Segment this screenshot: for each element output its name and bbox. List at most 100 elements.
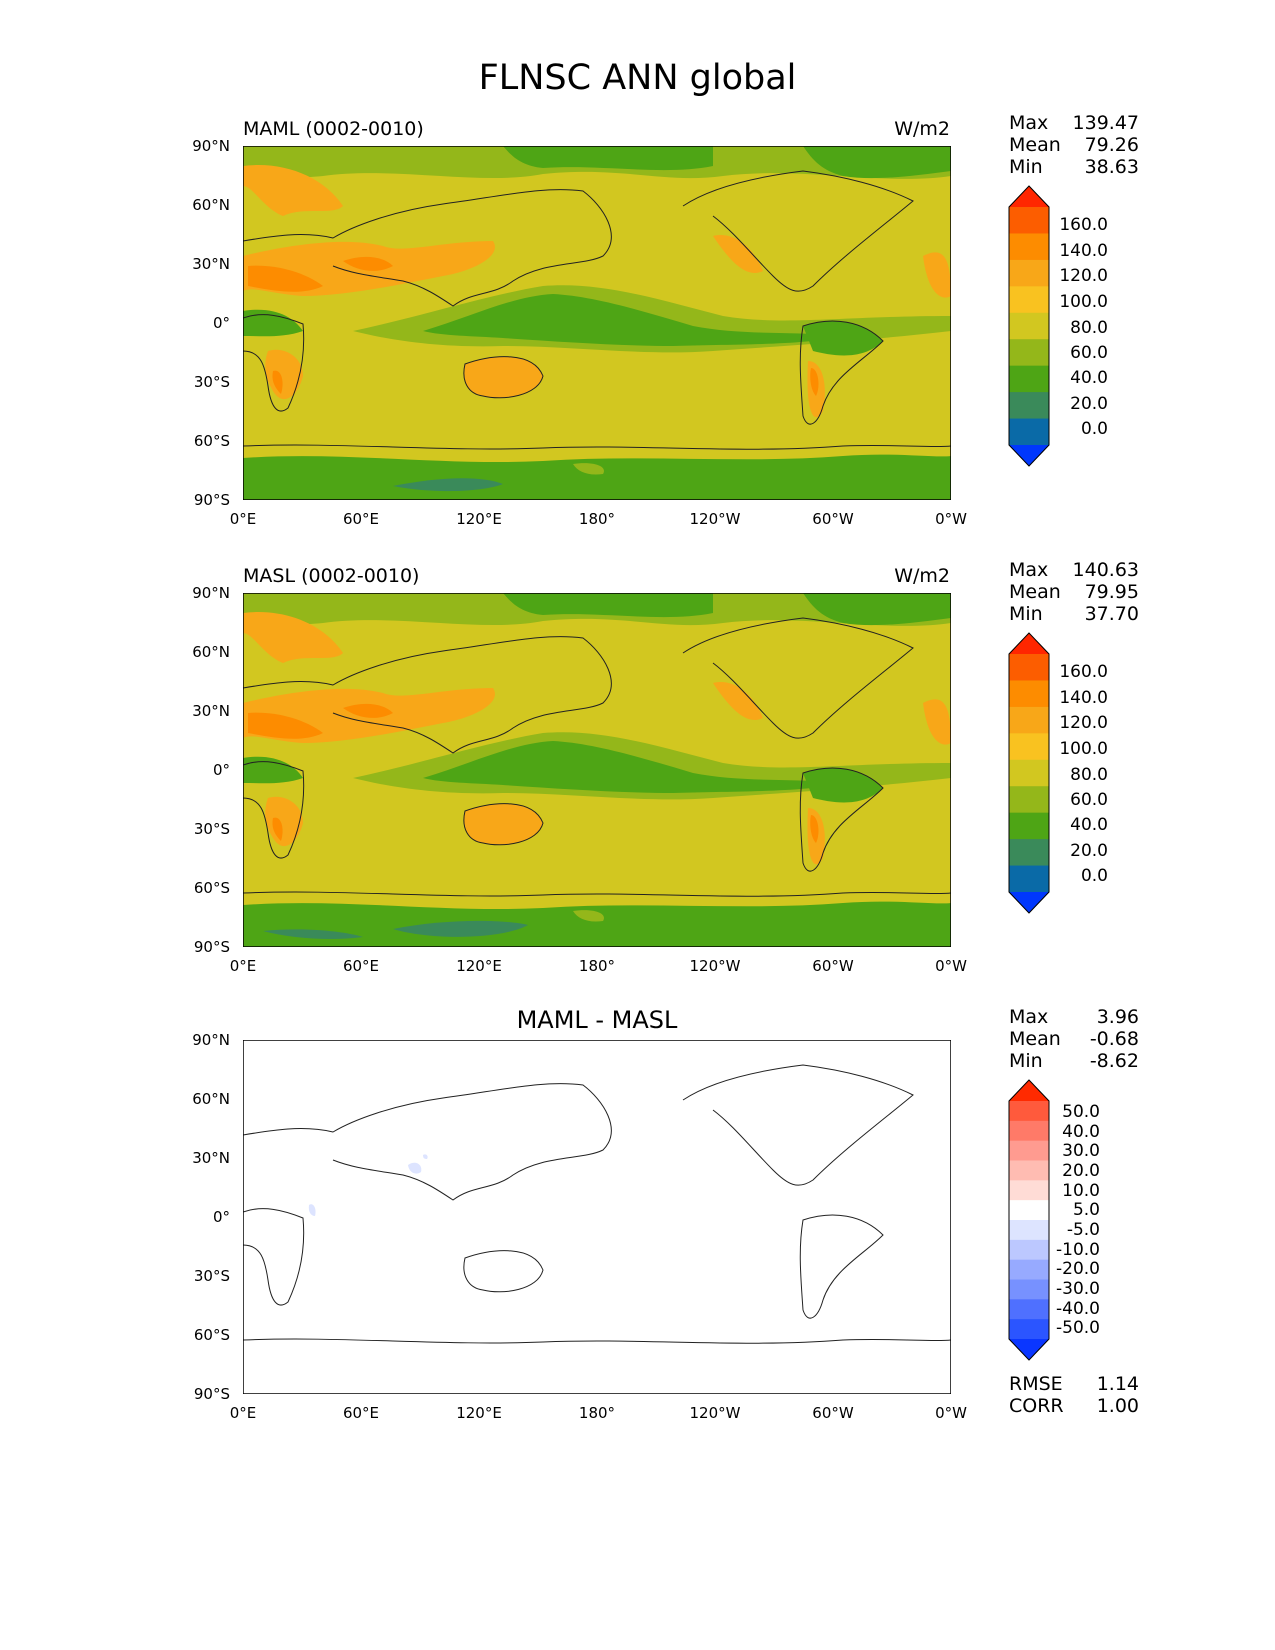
panel-3-lat-tick: 0° (212, 1208, 230, 1226)
colorbar-label: 20.0 (1062, 1161, 1100, 1181)
panel-2-lon-tick: 180° (578, 957, 616, 975)
colorbar-outline (1008, 1079, 1050, 1361)
panel-1-field (243, 146, 951, 500)
stat-mean-value: -0.68 (1089, 1028, 1139, 1050)
colorbar-segment (1009, 654, 1049, 681)
panel-1-lat-tick: 0° (212, 314, 230, 332)
colorbar-label: 100.0 (1059, 292, 1108, 312)
stat-min-value: 38.63 (1084, 156, 1139, 178)
stat-min-label: Min (1009, 1050, 1043, 1072)
colorbar-segment (1009, 812, 1049, 840)
panel-1-stats: Max 139.47 Mean 79.26 Min 38.63 (1009, 112, 1139, 178)
colorbar-segment (1009, 839, 1049, 867)
panel-1-lon-tick: 60°W (812, 510, 854, 528)
colorbar-segment (1009, 1160, 1049, 1181)
panel-2-colorbar (1008, 632, 1050, 914)
stat-mean-label: Mean (1009, 1028, 1061, 1050)
colorbar-segment (1009, 392, 1049, 420)
colorbar-label: -10.0 (1056, 1240, 1100, 1260)
panel-3-colorbar (1008, 1079, 1050, 1361)
colorbar-segment (1009, 259, 1049, 287)
panel-2-label: MASL (0002-0010) (243, 565, 420, 587)
stat-mean-label: Mean (1009, 581, 1061, 603)
colorbar-segment (1009, 312, 1049, 340)
colorbar-segment (1009, 207, 1049, 234)
stat-max-value: 3.96 (1096, 1006, 1139, 1028)
colorbar-label: 100.0 (1059, 739, 1108, 759)
colorbar-label: 0.0 (1080, 419, 1108, 439)
colorbar-label: 20.0 (1070, 841, 1108, 861)
corr-value: 1.00 (1096, 1395, 1139, 1417)
panel-1-lon-tick: 60°E (342, 510, 380, 528)
colorbar-extend-bottom (1009, 445, 1049, 466)
panel-2-lon-tick: 120°W (689, 957, 741, 975)
panel-1-lon-tick: 0°E (229, 510, 257, 528)
colorbar-label: 10.0 (1062, 1181, 1100, 1201)
panel-2-lat-tick: 30°N (192, 702, 230, 720)
corr-label: CORR (1009, 1395, 1064, 1417)
colorbar-label: 40.0 (1070, 368, 1108, 388)
stat-min-label: Min (1009, 603, 1043, 625)
colorbar-label: -5.0 (1066, 1220, 1100, 1240)
colorbar-segment (1009, 233, 1049, 261)
stat-max-label: Max (1009, 112, 1049, 134)
panel-3-lon-tick: 60°W (812, 1404, 854, 1422)
colorbar-segment (1009, 1239, 1049, 1261)
colorbar-label: 60.0 (1070, 790, 1108, 810)
stat-min-value: -8.62 (1089, 1050, 1139, 1072)
rmse-value: 1.14 (1096, 1373, 1139, 1395)
panel-1-lat-tick: 60°S (193, 432, 230, 450)
colorbar-label: 30.0 (1062, 1141, 1100, 1161)
colorbar-label: 50.0 (1062, 1102, 1100, 1122)
panel-2-stats: Max 140.63 Mean 79.95 Min 37.70 (1009, 559, 1139, 625)
panel-1-lat-tick: 90°S (193, 491, 230, 509)
colorbar-segment (1009, 1299, 1049, 1320)
panel-2-lon-tick: 0°E (229, 957, 257, 975)
colorbar-label: 5.0 (1072, 1200, 1100, 1220)
panel-2-lat-tick: 90°N (192, 584, 230, 602)
colorbar-extend-bottom (1009, 892, 1049, 913)
colorbar-segment (1009, 706, 1049, 734)
colorbar-label: -30.0 (1056, 1279, 1100, 1299)
colorbar-segment (1009, 1259, 1049, 1280)
panel-3-lat-tick: 60°S (193, 1326, 230, 1344)
panel-1-coastlines (243, 170, 951, 450)
panel-2-lon-tick: 60°W (812, 957, 854, 975)
colorbar-label: 140.0 (1059, 688, 1108, 708)
colorbar-segment (1009, 286, 1049, 314)
panel-3-lon-tick: 0°W (935, 1404, 967, 1422)
colorbar-segment (1009, 418, 1049, 446)
colorbar-segment (1009, 865, 1049, 893)
panel-3-lat-tick: 30°S (193, 1267, 230, 1285)
colorbar-label: -40.0 (1056, 1299, 1100, 1319)
stat-mean-value: 79.95 (1084, 581, 1139, 603)
panel-3-field (243, 1040, 951, 1394)
colorbar-segment (1009, 759, 1049, 787)
panel-1-lat-tick: 60°N (192, 196, 230, 214)
panel-2-lat-tick: 60°S (193, 879, 230, 897)
colorbar-outline (1008, 632, 1050, 914)
colorbar-segment (1009, 1279, 1049, 1300)
colorbar-label: 20.0 (1070, 394, 1108, 414)
panel-3-lon-tick: 120°W (689, 1404, 741, 1422)
colorbar-segment (1009, 1120, 1049, 1142)
colorbar-label: 120.0 (1059, 266, 1108, 286)
colorbar-segment (1009, 733, 1049, 761)
colorbar-label: 120.0 (1059, 713, 1108, 733)
colorbar-segment (1009, 1200, 1049, 1221)
colorbar-label: 80.0 (1070, 765, 1108, 785)
colorbar-segment (1009, 1140, 1049, 1161)
panel-1-lon-tick: 180° (578, 510, 616, 528)
stat-mean-label: Mean (1009, 134, 1061, 156)
colorbar-label: 80.0 (1070, 318, 1108, 338)
panel-3-lon-tick: 0°E (229, 1404, 257, 1422)
stat-max-label: Max (1009, 559, 1049, 581)
colorbar-segment (1009, 339, 1049, 367)
colorbar-label: 40.0 (1070, 815, 1108, 835)
stat-min-label: Min (1009, 156, 1043, 178)
stat-min-value: 37.70 (1084, 603, 1139, 625)
colorbar-label: 160.0 (1059, 215, 1108, 235)
panel-1-lat-tick: 30°S (193, 373, 230, 391)
panel-1-lat-tick: 90°N (192, 137, 230, 155)
panel-1-label: MAML (0002-0010) (243, 118, 424, 140)
